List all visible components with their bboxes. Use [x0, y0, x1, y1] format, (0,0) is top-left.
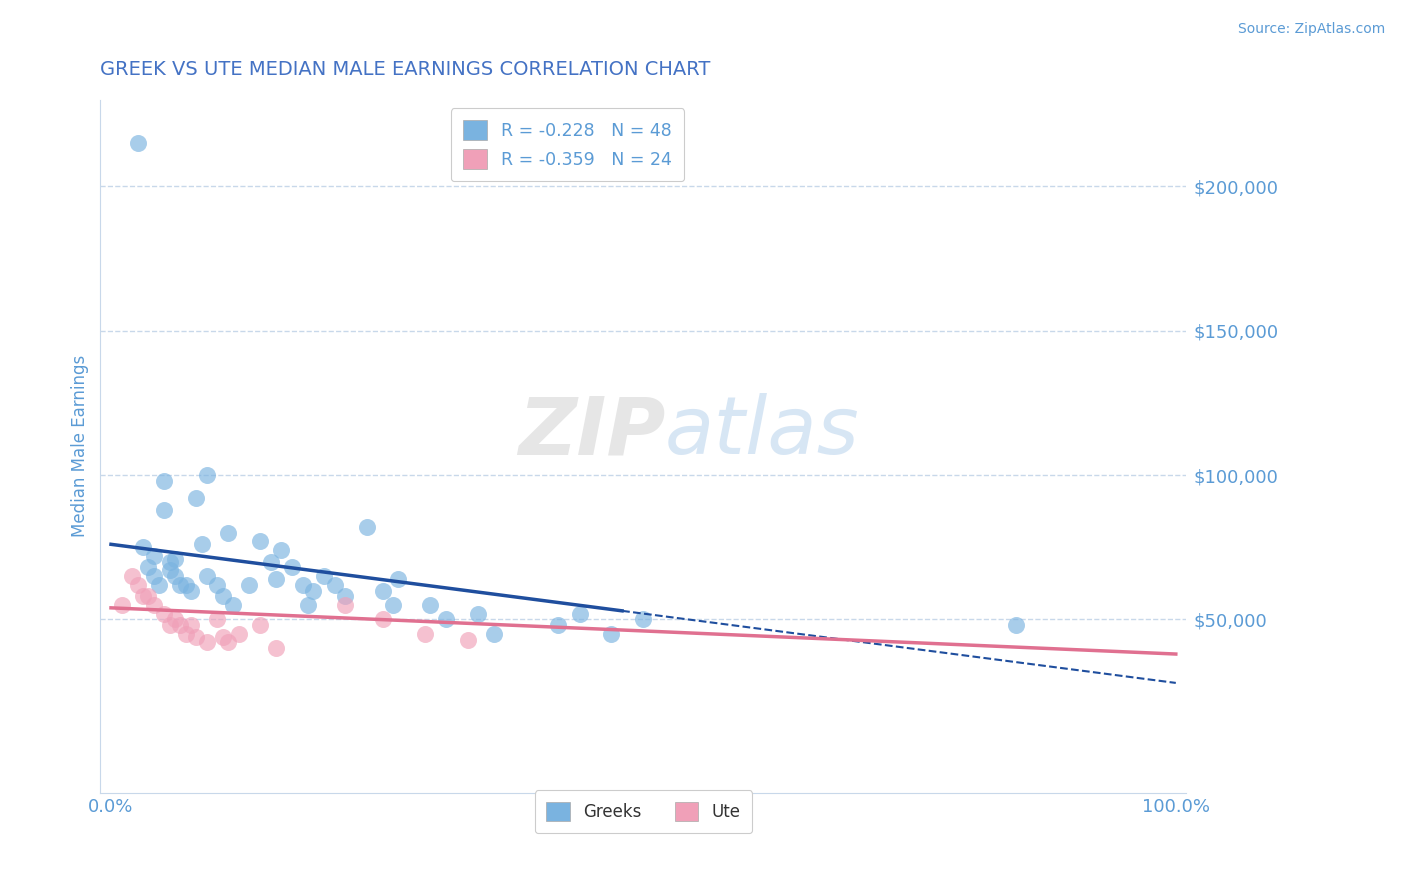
Point	[163, 569, 186, 583]
Point	[163, 612, 186, 626]
Point	[356, 520, 378, 534]
Point	[228, 627, 250, 641]
Point	[136, 560, 159, 574]
Point	[142, 598, 165, 612]
Point	[457, 632, 479, 647]
Point	[153, 607, 176, 621]
Point	[568, 607, 591, 621]
Text: ZIP: ZIP	[517, 393, 665, 471]
Point	[169, 578, 191, 592]
Point	[174, 578, 197, 592]
Point	[382, 598, 405, 612]
Point	[174, 627, 197, 641]
Text: GREEK VS UTE MEDIAN MALE EARNINGS CORRELATION CHART: GREEK VS UTE MEDIAN MALE EARNINGS CORREL…	[100, 60, 710, 78]
Point	[238, 578, 260, 592]
Point	[217, 635, 239, 649]
Point	[600, 627, 623, 641]
Point	[222, 598, 245, 612]
Point	[127, 136, 149, 150]
Point	[136, 589, 159, 603]
Point	[413, 627, 436, 641]
Point	[323, 578, 346, 592]
Point	[127, 578, 149, 592]
Point	[153, 474, 176, 488]
Point	[132, 589, 155, 603]
Point	[153, 502, 176, 516]
Point	[211, 630, 233, 644]
Point	[270, 543, 292, 558]
Point	[264, 641, 287, 656]
Point	[195, 635, 218, 649]
Point	[291, 578, 314, 592]
Point	[121, 569, 143, 583]
Point	[132, 540, 155, 554]
Point	[484, 627, 506, 641]
Point	[142, 569, 165, 583]
Point	[190, 537, 212, 551]
Point	[142, 549, 165, 563]
Point	[195, 569, 218, 583]
Point	[249, 534, 271, 549]
Point	[281, 560, 304, 574]
Point	[419, 598, 441, 612]
Point	[180, 583, 202, 598]
Point	[148, 578, 170, 592]
Point	[260, 555, 283, 569]
Point	[547, 618, 569, 632]
Point	[186, 491, 208, 505]
Point	[312, 569, 335, 583]
Point	[371, 612, 394, 626]
Point	[159, 563, 181, 577]
Point	[335, 589, 357, 603]
Legend: Greeks, Ute: Greeks, Ute	[534, 790, 752, 833]
Point	[335, 598, 357, 612]
Y-axis label: Median Male Earnings: Median Male Earnings	[72, 355, 89, 537]
Point	[264, 572, 287, 586]
Point	[207, 612, 229, 626]
Point	[387, 572, 409, 586]
Point	[1005, 618, 1028, 632]
Point	[207, 578, 229, 592]
Point	[633, 612, 655, 626]
Point	[467, 607, 489, 621]
Text: atlas: atlas	[665, 393, 860, 471]
Point	[249, 618, 271, 632]
Point	[371, 583, 394, 598]
Point	[195, 468, 218, 483]
Point	[186, 630, 208, 644]
Point	[302, 583, 325, 598]
Point	[163, 551, 186, 566]
Point	[436, 612, 458, 626]
Text: Source: ZipAtlas.com: Source: ZipAtlas.com	[1237, 22, 1385, 37]
Point	[111, 598, 134, 612]
Point	[297, 598, 319, 612]
Point	[217, 525, 239, 540]
Point	[180, 618, 202, 632]
Point	[159, 618, 181, 632]
Point	[211, 589, 233, 603]
Point	[159, 555, 181, 569]
Point	[169, 618, 191, 632]
